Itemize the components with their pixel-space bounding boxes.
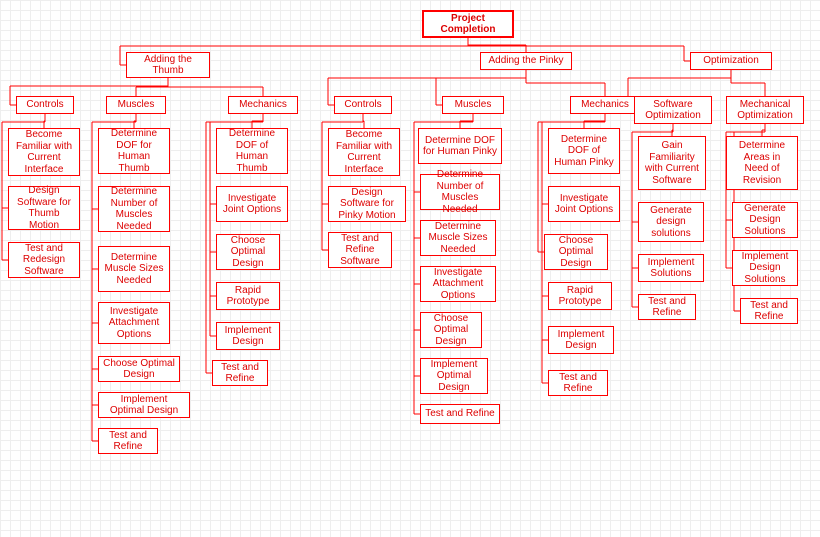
node-om1: Determine Areas in Need of Revision (726, 136, 798, 190)
node-th5: Implement Design (216, 322, 280, 350)
node-pm1: Determine DOF for Human Pinky (418, 128, 502, 164)
node-t-musc: Muscles (106, 96, 166, 114)
node-tm6: Implement Optimal Design (98, 392, 190, 418)
node-tc3: Test and Redesign Software (8, 242, 80, 278)
node-os2: Generate design solutions (638, 202, 704, 242)
node-pm3: Determine Muscle Sizes Needed (420, 220, 496, 256)
node-tm2: Determine Number of Muscles Needed (98, 186, 170, 232)
node-t-mech: Mechanics (228, 96, 298, 114)
node-ph2: Investigate Joint Options (548, 186, 620, 222)
node-pm4: Investigate Attachment Options (420, 266, 496, 302)
node-th3: Choose Optimal Design (216, 234, 280, 270)
node-t-ctrl: Controls (16, 96, 74, 114)
node-p-musc: Muscles (442, 96, 504, 114)
node-os3: Implement Solutions (638, 254, 704, 282)
node-ph1: Determine DOF of Human Pinky (548, 128, 620, 174)
node-ph5: Implement Design (548, 326, 614, 354)
node-om4: Test and Refine (740, 298, 798, 324)
node-pc1: Become Familiar with Current Interface (328, 128, 400, 176)
node-tm7: Test and Refine (98, 428, 158, 454)
node-p-mech: Mechanics (570, 96, 640, 114)
node-tc1: Become Familiar with Current Interface (8, 128, 80, 176)
node-ph4: Rapid Prototype (548, 282, 612, 310)
node-tm4: Investigate Attachment Options (98, 302, 170, 344)
node-om3: Implement Design Solutions (732, 250, 798, 286)
node-os1: Gain Familiarity with Current Software (638, 136, 706, 190)
node-pm5: Choose Optimal Design (420, 312, 482, 348)
node-tm3: Determine Muscle Sizes Needed (98, 246, 170, 292)
node-os4: Test and Refine (638, 294, 696, 320)
node-root: Project Completion (422, 10, 514, 38)
node-th6: Test and Refine (212, 360, 268, 386)
node-pm7: Test and Refine (420, 404, 500, 424)
node-om2: Generate Design Solutions (732, 202, 798, 238)
node-tm1: Determine DOF for Human Thumb (98, 128, 170, 174)
node-tc2: Design Software for Thumb Motion (8, 186, 80, 230)
node-o-mech: Mechanical Optimization (726, 96, 804, 124)
node-th1: Determine DOF of Human Thumb (216, 128, 288, 174)
node-tm5: Choose Optimal Design (98, 356, 180, 382)
node-opt: Optimization (690, 52, 772, 70)
node-thumb: Adding the Thumb (126, 52, 210, 78)
node-o-soft: Software Optimization (634, 96, 712, 124)
node-pm6: Implement Optimal Design (420, 358, 488, 394)
node-p-ctrl: Controls (334, 96, 392, 114)
node-pc2: Design Software for Pinky Motion (328, 186, 406, 222)
node-th2: Investigate Joint Options (216, 186, 288, 222)
node-th4: Rapid Prototype (216, 282, 280, 310)
node-ph6: Test and Refine (548, 370, 608, 396)
node-ph3: Choose Optimal Design (544, 234, 608, 270)
node-pinky: Adding the Pinky (480, 52, 572, 70)
node-pc3: Test and Refine Software (328, 232, 392, 268)
node-pm2: Determine Number of Muscles Needed (420, 174, 500, 210)
